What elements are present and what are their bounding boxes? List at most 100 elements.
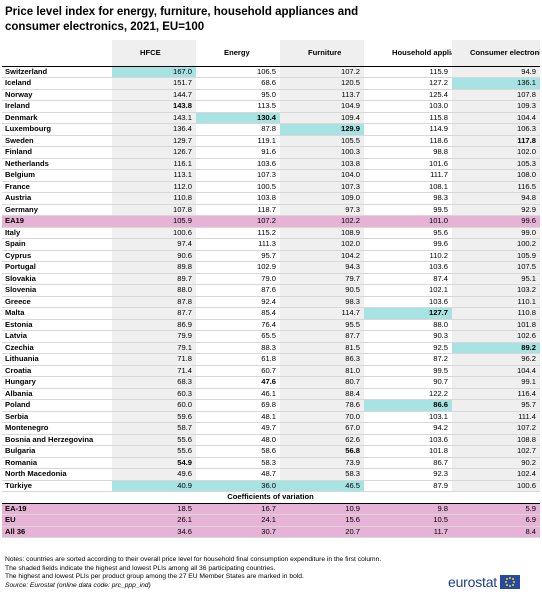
value-cell: 36.0 xyxy=(196,480,280,492)
value-cell: 88.0 xyxy=(364,319,452,331)
value-cell: 95.5 xyxy=(280,319,364,331)
value-cell: 105.3 xyxy=(452,158,540,170)
value-cell: 46.1 xyxy=(196,388,280,400)
value-cell: 94.2 xyxy=(364,422,452,435)
value-cell: 48.1 xyxy=(196,411,280,423)
value-cell: 106.5 xyxy=(196,66,280,78)
table-row: Czechia 79.1 88.3 81.5 92.5 89.2 xyxy=(2,342,540,354)
value-cell: 111.7 xyxy=(364,169,452,182)
value-cell: 87.9 xyxy=(364,480,452,492)
value-cell: 102.7 xyxy=(452,445,540,458)
table-row: Austria 110.8 103.8 109.0 98.3 94.8 xyxy=(2,192,540,205)
value-cell: 92.3 xyxy=(364,468,452,481)
row-label: Spain xyxy=(2,238,112,251)
value-cell: 100.6 xyxy=(452,480,540,492)
value-cell: 87.7 xyxy=(112,307,196,320)
value-cell: 104.4 xyxy=(452,365,540,377)
value-cell: 105.5 xyxy=(280,135,364,147)
value-cell: 46.5 xyxy=(280,480,364,492)
value-cell: 78.6 xyxy=(280,399,364,412)
value-cell: 100.3 xyxy=(280,146,364,159)
value-cell: 88.3 xyxy=(196,342,280,354)
table-row: Italy 100.6 115.2 108.9 95.6 99.0 xyxy=(2,227,540,239)
value-cell: 102.0 xyxy=(280,238,364,251)
row-label: Bosnia and Herzegovina xyxy=(2,434,112,446)
value-cell: 103.2 xyxy=(452,284,540,297)
row-label: Italy xyxy=(2,227,112,239)
table-row: Switzerland 167.0 106.5 107.2 115.9 94.9 xyxy=(2,66,540,78)
value-cell: 89.2 xyxy=(452,342,540,354)
row-label: Belgium xyxy=(2,169,112,182)
value-cell: 79.9 xyxy=(112,330,196,343)
value-cell: 102.2 xyxy=(280,215,364,228)
value-cell: 106.3 xyxy=(452,123,540,136)
value-cell: 94.8 xyxy=(452,192,540,205)
value-cell: 129.7 xyxy=(112,135,196,147)
value-cell: 68.3 xyxy=(112,376,196,389)
table-row: Belgium 113.1 107.3 104.0 111.7 108.0 xyxy=(2,169,540,182)
value-cell: 117.8 xyxy=(452,135,540,147)
row-label: Switzerland xyxy=(2,66,112,78)
note-line: The shaded fields indicate the highest a… xyxy=(5,564,276,572)
value-cell: 143.1 xyxy=(112,112,196,124)
value-cell: 95.6 xyxy=(364,227,452,239)
value-cell: 99.5 xyxy=(364,365,452,377)
value-cell: 79.0 xyxy=(196,273,280,285)
cv-row: EA-19 18.5 16.7 10.9 9.8 5.9 xyxy=(2,503,540,515)
value-cell: 144.7 xyxy=(112,89,196,101)
note-line: The highest and lowest PLIs per product … xyxy=(5,573,304,581)
value-cell: 87.7 xyxy=(280,330,364,343)
table-row: Denmark 143.1 130.4 109.4 115.8 104.4 xyxy=(2,112,540,124)
note-line: Notes: countries are sorted according to… xyxy=(5,556,382,563)
value-cell: 110.2 xyxy=(364,250,452,262)
row-label: EU xyxy=(2,514,112,527)
row-label: EA19 xyxy=(2,215,112,228)
value-cell: 119.1 xyxy=(196,135,280,147)
value-cell: 92.9 xyxy=(452,204,540,216)
source-line: Source: Eurostat (online data code: prc_… xyxy=(5,581,151,589)
table-row: Poland 60.0 69.8 78.6 86.6 95.7 xyxy=(2,399,540,412)
value-cell: 104.2 xyxy=(280,250,364,262)
value-cell: 97.4 xyxy=(112,238,196,251)
value-cell: 100.2 xyxy=(452,238,540,251)
table-row: Estonia 86.9 76.4 95.5 88.0 101.8 xyxy=(2,319,540,331)
value-cell: 88.0 xyxy=(112,284,196,297)
header-household-appliances: Household appliances xyxy=(364,40,452,67)
row-label: Romania xyxy=(2,457,112,469)
footnotes: Notes: countries are sorted according to… xyxy=(5,556,465,590)
value-cell: 99.6 xyxy=(364,238,452,251)
cv-row: EU 26.1 24.1 15.6 10.5 6.9 xyxy=(2,514,540,527)
value-cell: 111.4 xyxy=(452,411,540,423)
value-cell: 103.8 xyxy=(196,192,280,205)
value-cell: 24.1 xyxy=(196,514,280,527)
value-cell: 92.4 xyxy=(196,296,280,308)
value-cell: 60.3 xyxy=(112,388,196,400)
table-row: Luxembourg 136.4 87.8 129.9 114.9 106.3 xyxy=(2,123,540,136)
table-row: Croatia 71.4 60.7 81.0 99.5 104.4 xyxy=(2,365,540,377)
row-label: Portugal xyxy=(2,261,112,274)
row-label: Slovenia xyxy=(2,284,112,297)
value-cell: 9.8 xyxy=(364,503,452,515)
value-cell: 59.6 xyxy=(112,411,196,423)
table-row: North Macedonia 49.6 48.7 58.3 92.3 102.4 xyxy=(2,468,540,481)
value-cell: 47.6 xyxy=(196,376,280,389)
row-label: Austria xyxy=(2,192,112,205)
value-cell: 105.9 xyxy=(452,250,540,262)
row-label: Estonia xyxy=(2,319,112,331)
table-row: Spain 97.4 111.3 102.0 99.6 100.2 xyxy=(2,238,540,251)
value-cell: 86.6 xyxy=(364,399,452,412)
value-cell: 26.1 xyxy=(112,514,196,527)
value-cell: 102.1 xyxy=(364,284,452,297)
value-cell: 98.3 xyxy=(280,296,364,308)
value-cell: 60.0 xyxy=(112,399,196,412)
table-row: Ireland 143.8 113.5 104.9 103.0 109.3 xyxy=(2,100,540,113)
table-row: Romania 54.9 58.3 73.9 86.7 90.2 xyxy=(2,457,540,469)
value-cell: 104.4 xyxy=(452,112,540,124)
eurostat-logo[interactable]: eurostat xyxy=(448,574,520,590)
value-cell: 76.4 xyxy=(196,319,280,331)
value-cell: 61.8 xyxy=(196,353,280,366)
table-row: France 112.0 100.5 107.3 108.1 116.5 xyxy=(2,181,540,193)
value-cell: 56.8 xyxy=(280,445,364,458)
value-cell: 143.8 xyxy=(112,100,196,113)
aggregate-row: EA19 105.9 107.2 102.2 101.0 99.6 xyxy=(2,215,540,228)
